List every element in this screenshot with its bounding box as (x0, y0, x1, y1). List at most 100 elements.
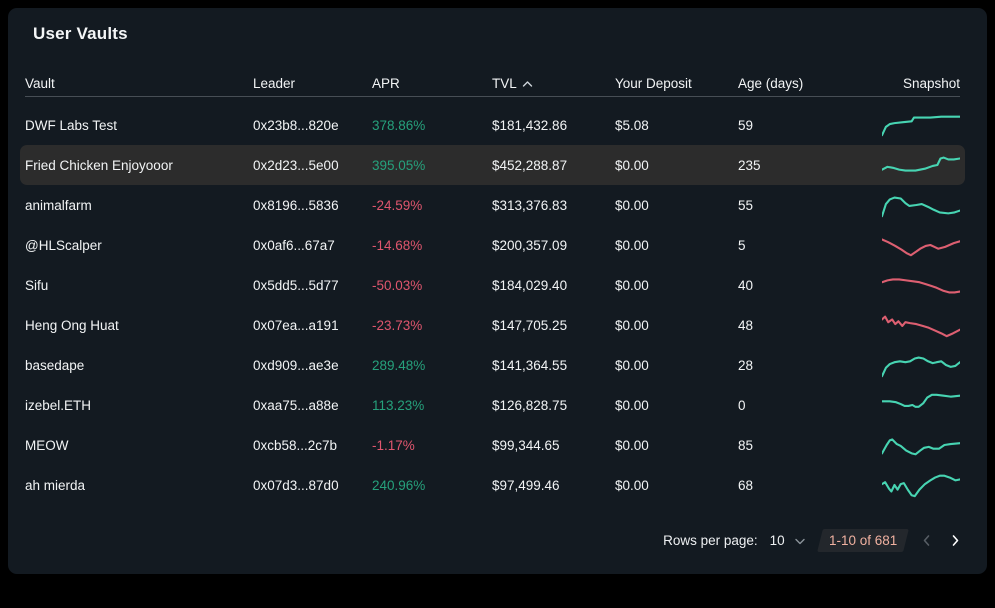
table-row[interactable]: izebel.ETH 0xaa75...a88e 113.23% $126,82… (20, 385, 965, 425)
your-deposit-value: $0.00 (615, 397, 649, 413)
snapshot-sparkline (882, 472, 960, 498)
snapshot-sparkline (882, 392, 960, 418)
age-value: 55 (738, 197, 754, 213)
table-row[interactable]: animalfarm 0x8196...5836 -24.59% $313,37… (20, 185, 965, 225)
vault-name: DWF Labs Test (25, 117, 118, 133)
age-value: 40 (738, 277, 754, 293)
vault-name: animalfarm (25, 197, 92, 213)
age-value: 28 (738, 357, 754, 373)
user-vaults-panel: User Vaults Vault Leader APR TVL Your De… (8, 8, 987, 574)
apr-value: -23.73% (372, 317, 423, 333)
leader-address[interactable]: 0x23b8...820e (253, 117, 339, 133)
column-header-apr[interactable]: APR (372, 76, 400, 91)
apr-value: 289.48% (372, 357, 426, 373)
tvl-value: $452,288.87 (492, 157, 568, 173)
your-deposit-value: $0.00 (615, 277, 649, 293)
chevron-left-icon (922, 534, 931, 550)
leader-address[interactable]: 0x07ea...a191 (253, 317, 339, 333)
column-header-leader[interactable]: Leader (253, 76, 296, 91)
vault-name: basedape (25, 357, 85, 373)
apr-value: -1.17% (372, 437, 415, 453)
your-deposit-value: $0.00 (615, 237, 649, 253)
vault-name: @HLScalper (25, 237, 102, 253)
table-row[interactable]: @HLScalper 0x0af6...67a7 -14.68% $200,35… (20, 225, 965, 265)
rows-per-page-label: Rows per page: (663, 532, 758, 548)
leader-address[interactable]: 0x0af6...67a7 (253, 237, 335, 253)
leader-address[interactable]: 0xcb58...2c7b (253, 437, 338, 453)
apr-value: 378.86% (372, 117, 426, 133)
snapshot-sparkline (882, 232, 960, 258)
table-row[interactable]: ah mierda 0x07d3...87d0 240.96% $97,499.… (20, 465, 965, 505)
table-row[interactable]: Heng Ong Huat 0x07ea...a191 -23.73% $147… (20, 305, 965, 345)
tvl-value: $97,499.46 (492, 477, 560, 493)
snapshot-sparkline (882, 352, 960, 378)
tvl-value: $126,828.75 (492, 397, 568, 413)
table-row[interactable]: Sifu 0x5dd5...5d77 -50.03% $184,029.40 $… (20, 265, 965, 305)
age-value: 0 (738, 397, 746, 413)
your-deposit-value: $0.00 (615, 357, 649, 373)
table-row[interactable]: basedape 0xd909...ae3e 289.48% $141,364.… (20, 345, 965, 385)
table-row[interactable]: MEOW 0xcb58...2c7b -1.17% $99,344.65 $0.… (20, 425, 965, 465)
leader-address[interactable]: 0x2d23...5e00 (253, 157, 339, 173)
your-deposit-value: $0.00 (615, 437, 649, 453)
column-header-snapshot[interactable]: Snapshot (902, 76, 960, 91)
apr-value: 113.23% (372, 397, 425, 413)
table-body: DWF Labs Test 0x23b8...820e 378.86% $181… (20, 105, 965, 505)
chevron-down-icon (794, 535, 806, 546)
age-value: 48 (738, 317, 754, 333)
leader-address[interactable]: 0x8196...5836 (253, 197, 339, 213)
page-title: User Vaults (33, 24, 128, 43)
rows-per-page-value: 10 (769, 532, 785, 548)
snapshot-sparkline (882, 112, 960, 138)
your-deposit-value: $0.00 (615, 197, 649, 213)
tvl-value: $147,705.25 (492, 317, 568, 333)
prev-page-button[interactable] (922, 534, 931, 547)
snapshot-sparkline (882, 152, 960, 178)
snapshot-sparkline (882, 432, 960, 458)
vault-name: ah mierda (25, 477, 86, 493)
vault-name: Heng Ong Huat (25, 317, 119, 333)
column-header-your-deposit[interactable]: Your Deposit (615, 76, 692, 91)
leader-address[interactable]: 0xd909...ae3e (253, 357, 339, 373)
vault-name: izebel.ETH (25, 397, 92, 413)
table-header-row: Vault Leader APR TVL Your Deposit Age (d… (25, 71, 960, 97)
vault-name: MEOW (25, 437, 69, 453)
vaults-table: Vault Leader APR TVL Your Deposit Age (d… (8, 71, 987, 505)
apr-value: -24.59% (372, 197, 423, 213)
vault-name: Fried Chicken Enjoyooor (25, 157, 173, 173)
your-deposit-value: $0.00 (615, 317, 649, 333)
your-deposit-value: $0.00 (615, 157, 649, 173)
leader-address[interactable]: 0x5dd5...5d77 (253, 277, 339, 293)
apr-value: -50.03% (372, 277, 423, 293)
tvl-value: $200,357.09 (492, 237, 568, 253)
age-value: 68 (738, 477, 754, 493)
table-row[interactable]: Fried Chicken Enjoyooor 0x2d23...5e00 39… (20, 145, 965, 185)
snapshot-sparkline (882, 312, 960, 338)
age-value: 59 (738, 117, 754, 133)
tvl-value: $313,376.83 (492, 197, 568, 213)
vault-name: Sifu (25, 277, 49, 293)
next-page-button[interactable] (951, 534, 960, 547)
apr-value: 395.05% (372, 157, 426, 173)
age-value: 85 (738, 437, 754, 453)
tvl-value: $181,432.86 (492, 117, 568, 133)
your-deposit-value: $0.00 (615, 477, 649, 493)
age-value: 235 (738, 157, 761, 173)
rows-per-page-select[interactable]: 10 (770, 533, 806, 548)
chevron-right-icon (951, 534, 960, 550)
pagination-bar: Rows per page: 10 1-10 of 681 (20, 525, 960, 555)
tvl-value: $99,344.65 (492, 437, 560, 453)
leader-address[interactable]: 0x07d3...87d0 (253, 477, 339, 493)
column-header-tvl[interactable]: TVL (492, 76, 615, 91)
age-value: 5 (738, 237, 746, 253)
apr-value: 240.96% (372, 477, 426, 493)
snapshot-sparkline (882, 192, 960, 218)
table-row[interactable]: DWF Labs Test 0x23b8...820e 378.86% $181… (20, 105, 965, 145)
column-header-vault[interactable]: Vault (25, 76, 55, 91)
snapshot-sparkline (882, 272, 960, 298)
chevron-up-icon (522, 79, 533, 88)
column-header-age[interactable]: Age (days) (738, 76, 804, 91)
tvl-value: $184,029.40 (492, 277, 568, 293)
leader-address[interactable]: 0xaa75...a88e (253, 397, 339, 413)
pagination-range: 1-10 of 681 (816, 528, 909, 552)
